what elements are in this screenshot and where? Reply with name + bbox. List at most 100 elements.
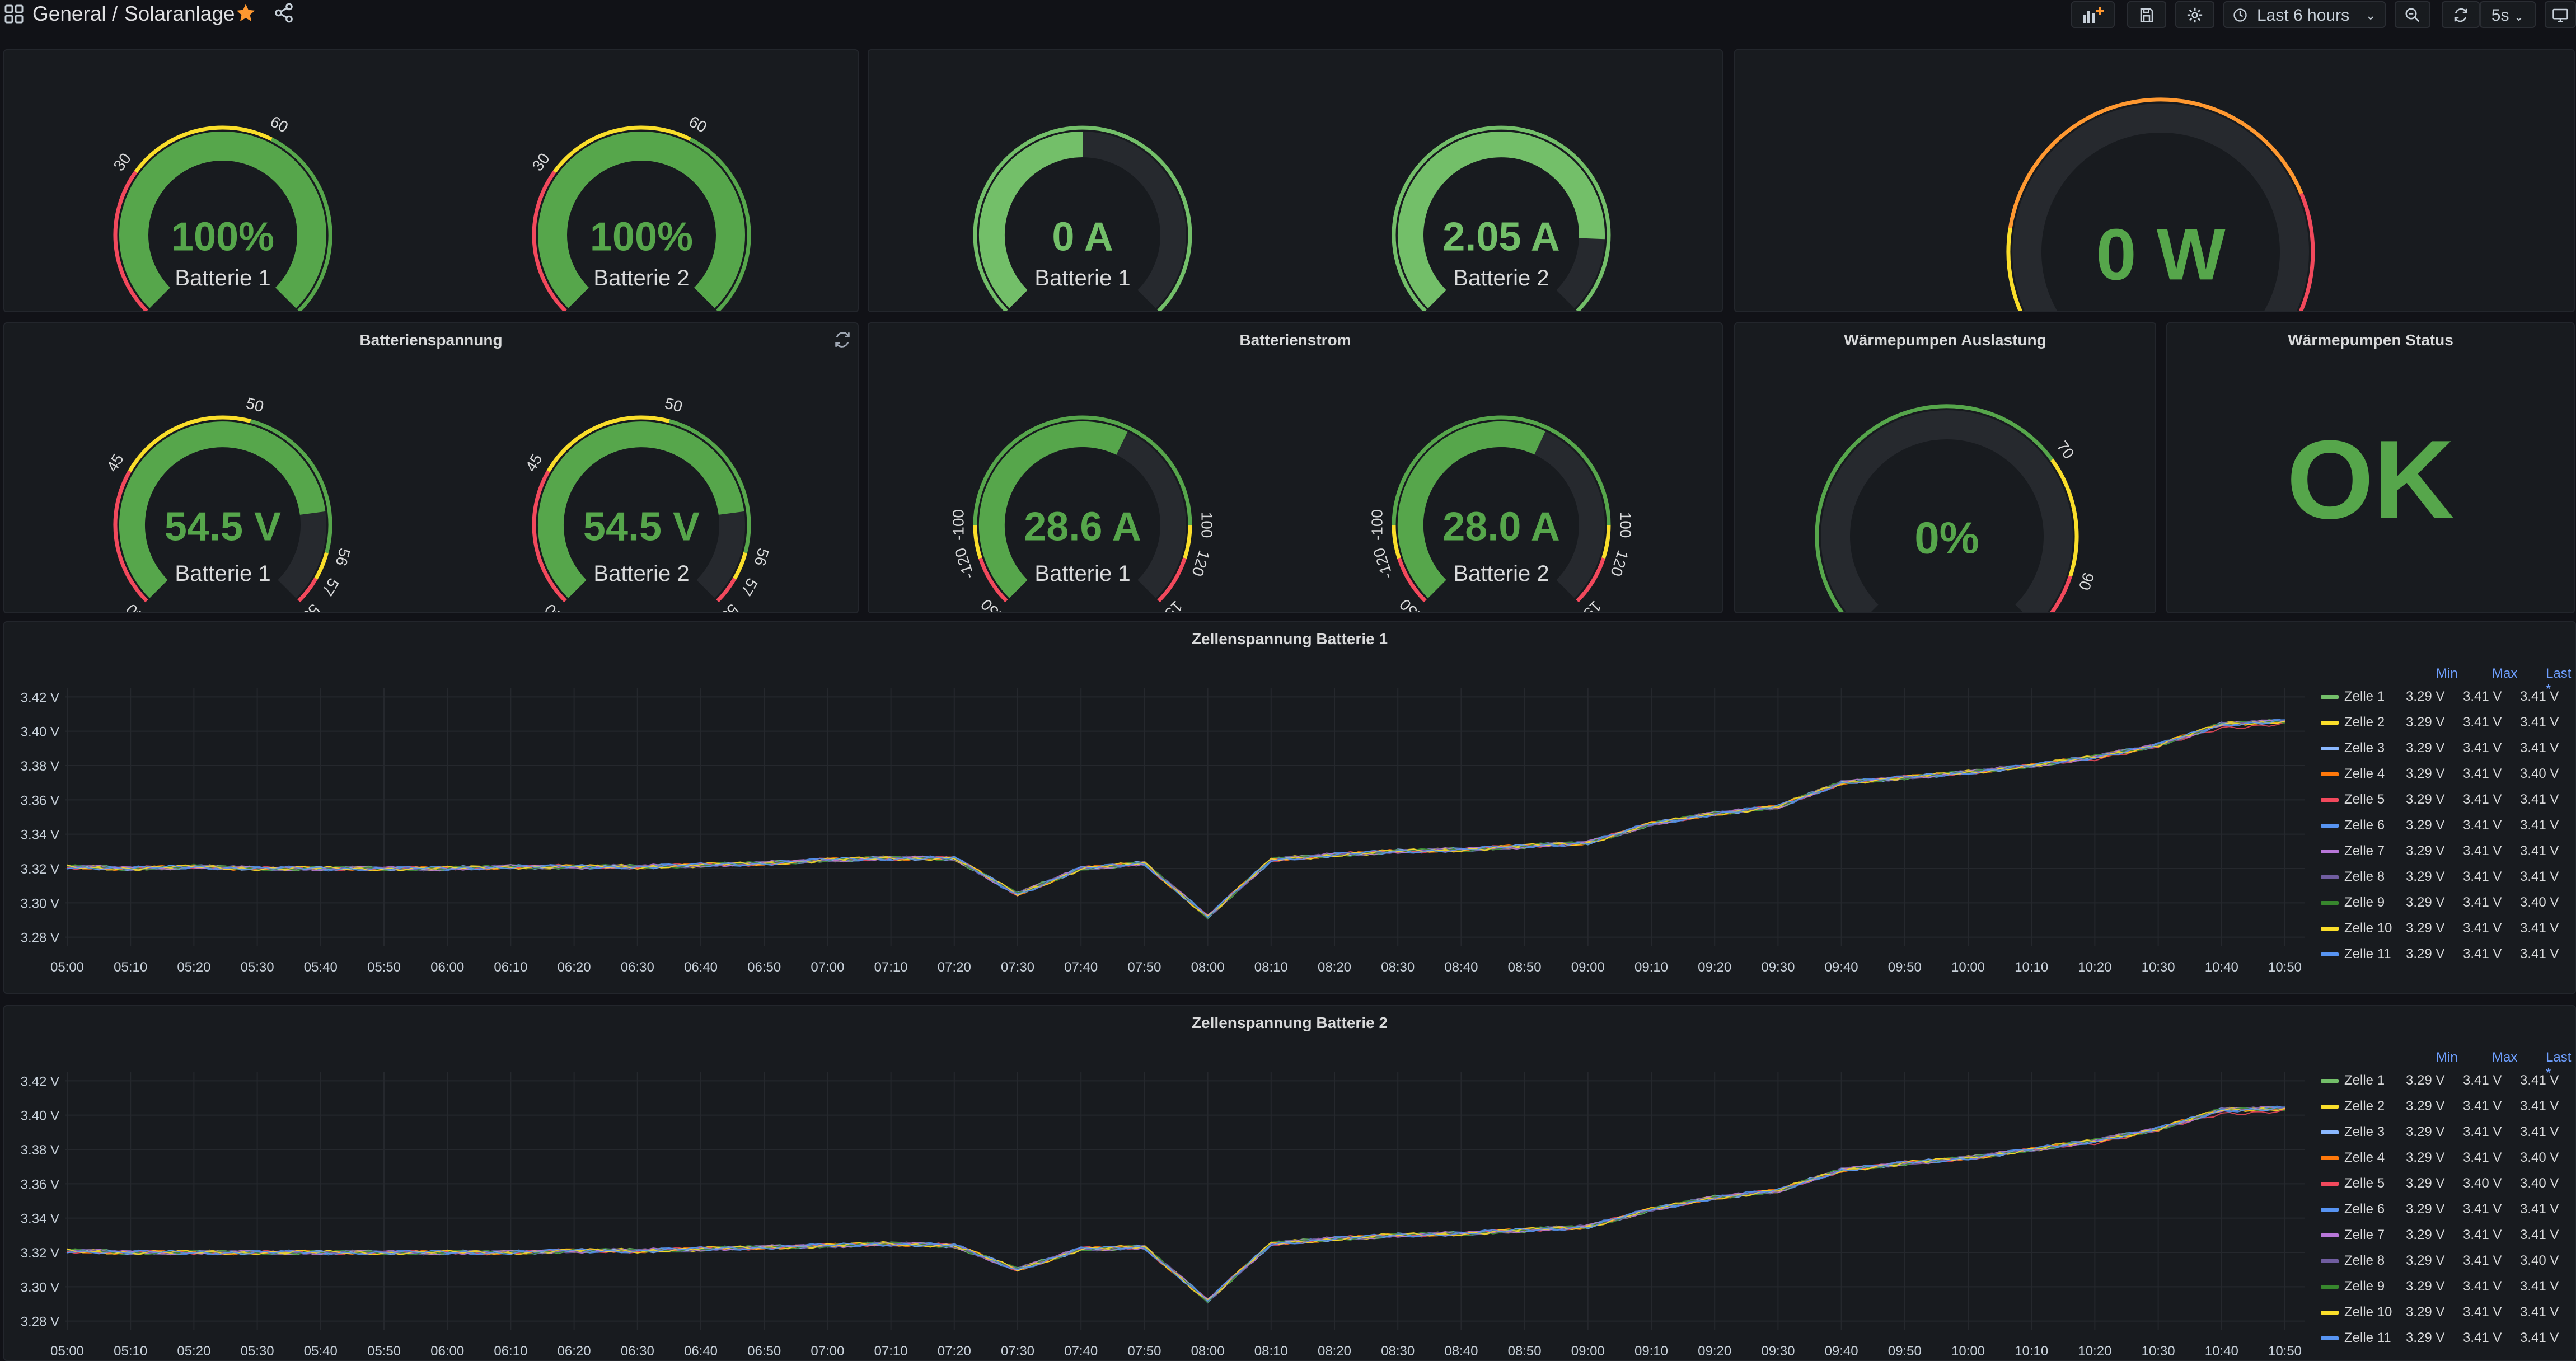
time-range-picker[interactable]: Last 6 hours ⌄ [2223,1,2386,28]
legend-header-max[interactable]: Max [2492,666,2518,681]
legend-max-value: 3.41 V [2463,895,2502,910]
x-tick-label: 08:00 [1191,1344,1225,1359]
legend-item[interactable]: Zelle 6 3.29 V 3.41 V 3.41 V [2311,813,2575,838]
legend-series-name: Zelle 9 [2344,895,2385,910]
gauge-tick-label: 90 [2076,570,2097,592]
legend-max-value: 3.41 V [2463,921,2502,936]
series-line-zelle-1 [67,719,2285,918]
legend-item[interactable]: Zelle 11 3.29 V 3.41 V 3.41 V [2311,941,2575,967]
x-tick-label: 06:30 [621,960,654,975]
legend-item[interactable]: Zelle 4 3.29 V 3.41 V 3.40 V [2311,1145,2575,1171]
legend-item[interactable]: Zelle 5 3.29 V 3.41 V 3.41 V [2311,787,2575,813]
zoom-out-button[interactable] [2395,1,2430,28]
gauge-threshold-band [552,125,691,173]
heatpump-load-panel[interactable]: Wärmepumpen Auslastung 070901000% [1734,322,2156,613]
cell-voltage-battery-2-chart[interactable]: 3.42 V 3.40 V 3.38 V 3.36 V 3.34 V 3.32 V 3.30… [4,1006,2322,1361]
x-tick-label: 07:40 [1064,960,1098,975]
chevron-down-icon: ⌄ [2366,8,2376,22]
add-panel-button[interactable] [2071,1,2115,28]
refresh-button[interactable] [2442,1,2480,28]
battery-voltage-panel[interactable]: Batterienspannung 40 45 50 56 57 58 54.5 V Batt… [3,322,859,613]
battery-soc-panel[interactable]: 03060100100%Batterie 103060100100%Batter… [3,49,859,312]
gauge-tick-label: 45 [103,451,127,475]
series-line-zelle-2 [67,1106,2285,1301]
legend-min-value: 3.29 V [2406,895,2445,910]
breadcrumb-dashboard[interactable]: Solaranlage [124,2,235,25]
legend-item[interactable]: Zelle 2 3.29 V 3.41 V 3.41 V [2311,1094,2575,1119]
tv-mode-button[interactable] [2545,1,2576,28]
zoom-out-icon [2405,8,2420,22]
legend-series-name: Zelle 2 [2344,715,2385,730]
legend-item[interactable]: Zelle 9 3.29 V 3.41 V 3.41 V [2311,1274,2575,1299]
legend-header-last[interactable]: Last * [2546,1050,2572,1081]
legend-header-min[interactable]: Min [2436,666,2458,681]
gauge-tick-label: 50 [244,394,265,415]
dashboards-grid-icon[interactable] [3,3,25,25]
legend-item[interactable]: Zelle 8 3.29 V 3.41 V 3.41 V [2311,864,2575,890]
legend-item[interactable]: Zelle 11 3.29 V 3.41 V 3.41 V [2311,1325,2575,1351]
legend-series-name: Zelle 1 [2344,689,2385,704]
x-tick-label: 09:50 [1888,960,1922,975]
power-gauge: 0 W [2006,97,2315,311]
legend-item[interactable]: Zelle 3 3.29 V 3.41 V 3.41 V [2311,1119,2575,1145]
gauge-threshold-band [2006,227,2023,311]
battery-current-panel[interactable]: Batterienstrom -150 -120 -100 100 120 150 28.6… [868,322,1723,613]
legend-item[interactable]: Zelle 1 3.29 V 3.41 V 3.41 V [2311,684,2575,710]
legend-item[interactable]: Zelle 3 3.29 V 3.41 V 3.41 V [2311,735,2575,761]
gauge-threshold-band [314,552,329,580]
legend-item[interactable]: Zelle 2 3.29 V 3.41 V 3.41 V [2311,710,2575,735]
legend-item[interactable]: Zelle 10 3.29 V 3.41 V 3.41 V [2311,916,2575,941]
star-icon[interactable] [235,2,256,24]
legend-last-value: 3.40 V [2520,766,2559,781]
cell-voltage-battery-2-panel[interactable]: Zellenspannung Batterie 2 3.42 V 3.40 V 3.… [3,1005,2576,1361]
cell-voltage-battery-1-chart[interactable]: 3.42 V 3.40 V 3.38 V 3.36 V 3.34 V 3.32 V 3.30… [4,622,2322,994]
y-tick-label: 3.38 V [21,1143,59,1158]
gauge-tick-label: 56 [751,546,772,567]
legend-item[interactable]: Zelle 7 3.29 V 3.41 V 3.41 V [2311,838,2575,864]
legend-item[interactable]: Zelle 1 3.29 V 3.41 V 3.41 V [2311,1068,2575,1094]
legend-header-last[interactable]: Last * [2546,666,2572,697]
legend-max-value: 3.40 V [2463,1176,2502,1191]
gauge-value: 54.5 V [583,504,700,549]
x-tick-label: 06:40 [684,1344,718,1359]
legend-color-swatch [2321,901,2339,905]
legend-color-swatch [2321,1285,2339,1289]
gauge-tick-label: 56 [332,546,354,567]
refresh-interval-picker[interactable]: 5s ⌄ [2480,1,2536,28]
series-line-zelle-4 [67,720,2285,917]
gauge-threshold-band [973,125,1192,311]
gauge-threshold-band [546,415,670,472]
legend-min-value: 3.29 V [2406,818,2445,833]
power-panel[interactable]: 0 W [1734,49,2575,312]
cell-voltage-battery-1-panel[interactable]: Zellenspannung Batterie 1 3.42 V 3.40 V 3.… [3,621,2576,994]
legend-min-value: 3.29 V [2406,792,2445,807]
legend-item[interactable]: Zelle 4 3.29 V 3.41 V 3.40 V [2311,761,2575,787]
gauge-threshold-band [1815,404,2054,612]
breadcrumb-folder[interactable]: General [32,2,106,25]
legend-header-max[interactable]: Max [2492,1050,2518,1065]
heatpump-status-panel[interactable]: Wärmepumpen Status OK [2166,322,2575,613]
x-tick-label: 06:00 [430,1344,464,1359]
legend-color-swatch [2321,1182,2339,1186]
legend-item[interactable]: Zelle 8 3.29 V 3.41 V 3.40 V [2311,1248,2575,1274]
dashboard-settings-button[interactable] [2175,1,2214,28]
y-tick-label: 3.40 V [21,725,59,740]
x-tick-label: 07:10 [874,1344,908,1359]
legend-color-swatch [2321,1130,2339,1134]
legend-item[interactable]: Zelle 10 3.29 V 3.41 V 3.41 V [2311,1299,2575,1325]
gauge-value-arc [978,132,1083,308]
g-soc-b2-gauge: 03060100100%Batterie 2 [529,112,751,311]
save-dashboard-button[interactable] [2127,1,2166,28]
legend-item[interactable]: Zelle 9 3.29 V 3.41 V 3.40 V [2311,890,2575,916]
share-icon[interactable] [273,2,294,24]
legend-item[interactable]: Zelle 5 3.29 V 3.40 V 3.40 V [2311,1171,2575,1196]
legend-min-value: 3.29 V [2406,715,2445,730]
legend-item[interactable]: Zelle 6 3.29 V 3.41 V 3.41 V [2311,1196,2575,1222]
x-tick-label: 09:10 [1634,1344,1668,1359]
legend-min-value: 3.29 V [2406,1099,2445,1114]
gauge-label: Batterie 2 [1453,561,1549,586]
legend-max-value: 3.41 V [2463,1150,2502,1165]
legend-header-min[interactable]: Min [2436,1050,2458,1065]
legend-item[interactable]: Zelle 7 3.29 V 3.41 V 3.41 V [2311,1222,2575,1248]
